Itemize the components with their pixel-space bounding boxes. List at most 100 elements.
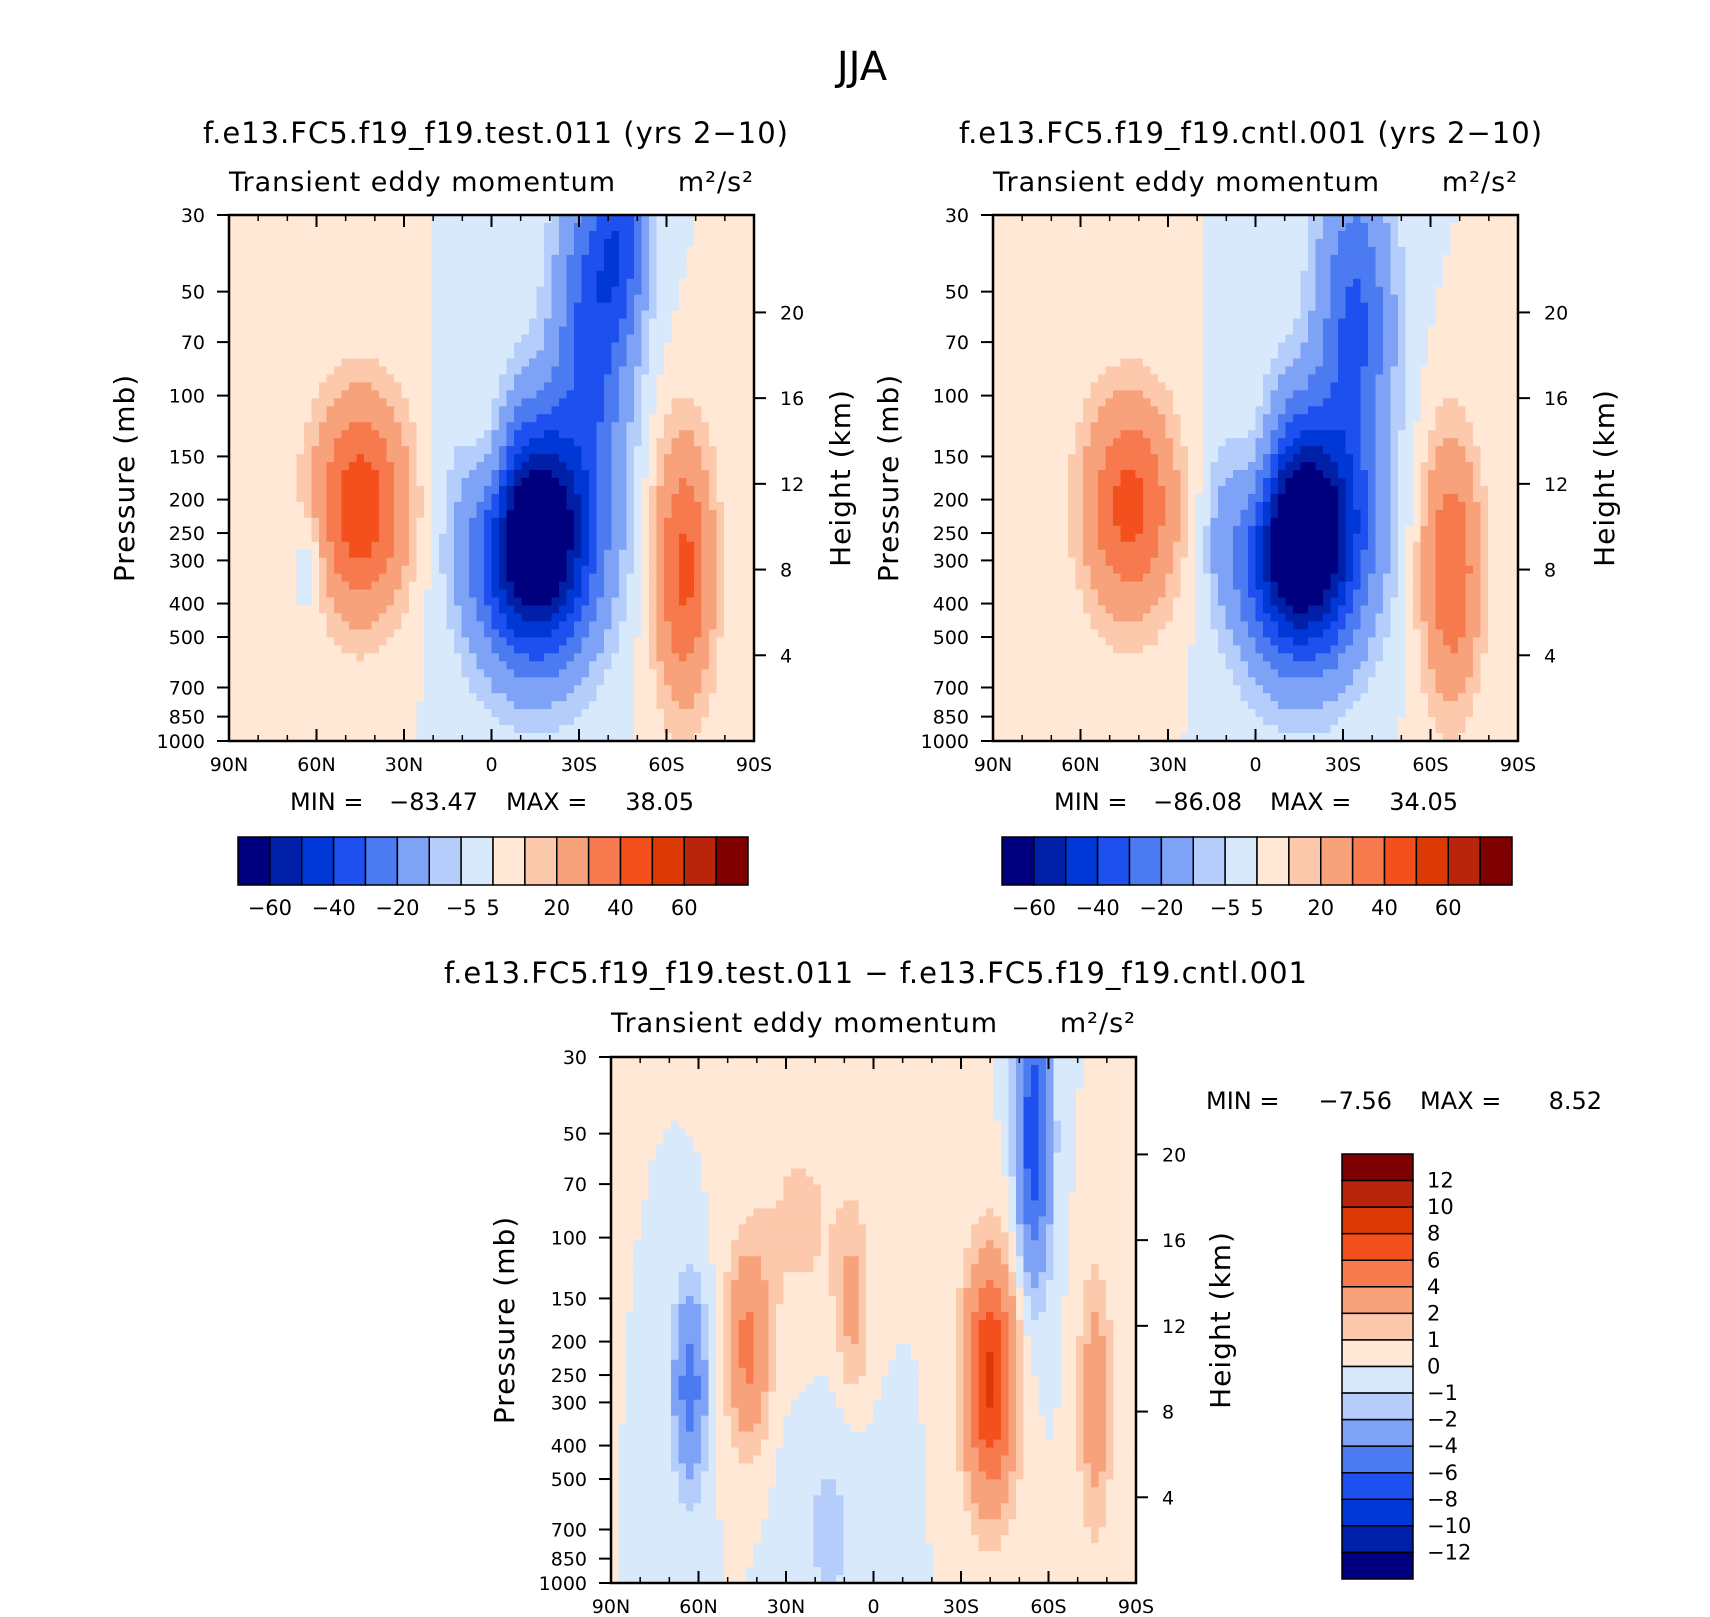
field-cell <box>349 262 358 272</box>
field-cell <box>731 302 740 312</box>
field-cell <box>461 414 470 423</box>
field-cell <box>1000 238 1009 248</box>
field-cell <box>589 366 598 375</box>
field-cell <box>469 366 478 375</box>
field-cell <box>656 725 665 734</box>
field-cell <box>379 462 388 471</box>
field-cell <box>619 685 628 694</box>
field-cell <box>589 215 598 224</box>
field-cell <box>686 454 695 463</box>
field-cell <box>709 549 718 559</box>
field-cell <box>364 310 373 320</box>
field-cell <box>686 725 695 734</box>
field-cell <box>446 446 455 455</box>
field-cell <box>371 677 380 686</box>
field-cell <box>1225 222 1234 232</box>
colorbar-label: 60 <box>671 896 698 920</box>
field-cell <box>281 509 290 519</box>
field-cell <box>394 334 403 344</box>
field-cell <box>334 294 343 304</box>
field-cell <box>296 685 305 694</box>
field-cell <box>394 549 403 559</box>
field-cell <box>746 709 755 718</box>
field-cell <box>439 238 448 248</box>
field-cell <box>536 669 545 678</box>
field-cell <box>274 613 283 623</box>
field-cell <box>634 717 643 726</box>
field-cell <box>514 573 523 583</box>
field-cell <box>386 302 395 312</box>
field-cell <box>1458 215 1467 224</box>
field-cell <box>439 517 448 527</box>
field-cell <box>379 262 388 272</box>
field-cell <box>356 533 365 543</box>
field-cell <box>431 454 440 463</box>
field-cell <box>716 533 725 543</box>
field-cell <box>739 278 748 288</box>
field-cell <box>454 701 463 710</box>
field-cell <box>589 438 598 447</box>
field-cell <box>724 669 733 678</box>
field-cell <box>356 589 365 599</box>
field-cell <box>386 334 395 344</box>
field-cell <box>544 693 553 702</box>
field-cell <box>671 326 680 336</box>
field-cell <box>281 222 290 232</box>
field-cell <box>491 621 500 631</box>
field-cell <box>251 485 260 495</box>
field-cell <box>1383 230 1392 240</box>
field-cell <box>671 549 680 559</box>
field-cell <box>229 549 238 559</box>
field-cell <box>364 446 373 455</box>
field-cell <box>521 677 530 686</box>
field-cell <box>259 430 268 439</box>
field-cell <box>334 717 343 726</box>
field-cell <box>1338 230 1347 240</box>
field-cell <box>244 374 253 383</box>
field-cell <box>709 573 718 583</box>
field-cell <box>244 294 253 304</box>
field-cell <box>1278 238 1287 248</box>
field-cell <box>244 613 253 623</box>
field-cell <box>236 462 245 471</box>
field-cell <box>1113 230 1122 240</box>
field-cell <box>356 717 365 726</box>
field-cell <box>529 230 538 240</box>
field-cell <box>1015 215 1024 224</box>
field-cell <box>349 350 358 360</box>
colorbar-label: 20 <box>543 896 570 920</box>
field-cell <box>529 669 538 678</box>
field-cell <box>604 286 613 296</box>
field-cell <box>686 430 695 439</box>
field-cell <box>469 382 478 391</box>
field-cell <box>296 215 305 224</box>
field-cell <box>716 733 725 742</box>
field-cell <box>499 565 508 575</box>
field-cell <box>521 222 530 232</box>
field-cell <box>326 717 335 726</box>
field-cell <box>664 230 673 240</box>
field-cell <box>686 270 695 280</box>
field-cell <box>394 509 403 519</box>
field-cell <box>484 462 493 471</box>
field-cell <box>596 661 605 670</box>
field-cell <box>521 470 530 479</box>
field-cell <box>521 669 530 678</box>
field-cell <box>581 541 590 551</box>
field-cell <box>581 254 590 264</box>
field-cell <box>506 605 515 615</box>
field-cell <box>229 485 238 495</box>
field-cell <box>439 278 448 288</box>
field-cell <box>739 501 748 511</box>
field-cell <box>289 382 298 391</box>
field-cell <box>251 669 260 678</box>
field-cell <box>724 525 733 535</box>
field-cell <box>394 525 403 535</box>
field-cell <box>341 501 350 511</box>
field-cell <box>1135 222 1144 232</box>
field-cell <box>416 262 425 272</box>
field-cell <box>536 390 545 399</box>
field-cell <box>251 709 260 718</box>
field-cell <box>491 525 500 535</box>
field-cell <box>379 222 388 232</box>
